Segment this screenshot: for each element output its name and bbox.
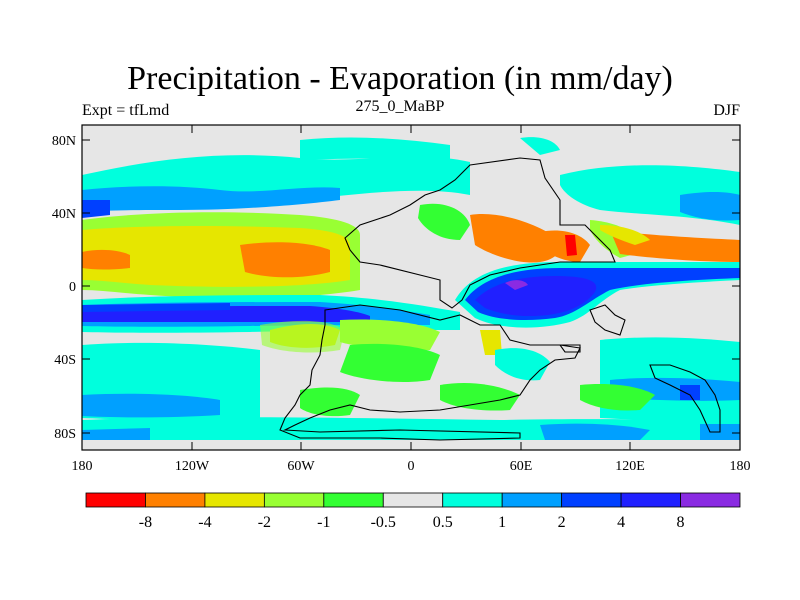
colorbar-label: 4 <box>617 514 625 531</box>
colorbar-box <box>382 492 444 508</box>
lon-label-180e: 180 <box>730 459 751 474</box>
colorbar-box <box>145 492 206 508</box>
lon-label-60w: 60W <box>287 459 315 474</box>
colorbar-label: 2 <box>558 514 566 531</box>
colorbar-box <box>680 492 741 508</box>
colorbar-box <box>620 492 681 508</box>
lat-label-40n: 40N <box>52 207 76 222</box>
experiment-label: Expt = tfLmd <box>82 102 170 119</box>
lon-label-60e: 60E <box>510 459 533 474</box>
lon-label-0: 0 <box>408 459 415 474</box>
colorbar-label: -4 <box>198 514 211 531</box>
period-label: 275_0_MaBP <box>355 98 445 115</box>
season-label: DJF <box>713 102 740 119</box>
lat-label-80n: 80N <box>52 134 76 149</box>
colorbar-box <box>263 492 325 508</box>
colorbar-box <box>561 492 622 508</box>
island-outline-2 <box>558 344 581 353</box>
colorbar-label: -0.5 <box>371 514 396 531</box>
map-title: Precipitation - Evaporation (in mm/day) <box>127 60 673 97</box>
colorbar-label: -8 <box>139 514 152 531</box>
colorbar-box <box>442 492 503 508</box>
colorbar-box <box>501 492 563 508</box>
lon-label-120e: 120E <box>615 459 645 474</box>
colorbar: -8 -4 -2 -1 -0.5 0.5 1 2 4 8 <box>85 492 741 531</box>
island-outline <box>589 304 626 336</box>
colorbar-box <box>85 492 146 508</box>
colorbar-label: -2 <box>258 514 271 531</box>
lat-label-0: 0 <box>69 280 76 295</box>
colorbar-box <box>204 492 265 508</box>
lat-label-40s: 40S <box>54 353 76 368</box>
lat-label-80s: 80S <box>54 427 76 442</box>
colorbar-label: 0.5 <box>433 514 453 531</box>
lon-axis: 180 120W 60W 0 60E 120E 180 <box>72 125 751 474</box>
lon-label-120w: 120W <box>175 459 210 474</box>
lat-axis: 80N 40N 0 40S 80S <box>52 134 740 442</box>
pangea-south-outline <box>279 304 581 441</box>
colorbar-label: -1 <box>317 514 330 531</box>
lon-label-180w: 180 <box>72 459 93 474</box>
colorbar-label: 1 <box>498 514 506 531</box>
southeast-landmass-outline <box>649 364 721 433</box>
colorbar-box <box>323 492 384 508</box>
colorbar-label: 8 <box>677 514 685 531</box>
field-bands <box>82 137 740 440</box>
pangea-north-outline <box>344 157 616 309</box>
